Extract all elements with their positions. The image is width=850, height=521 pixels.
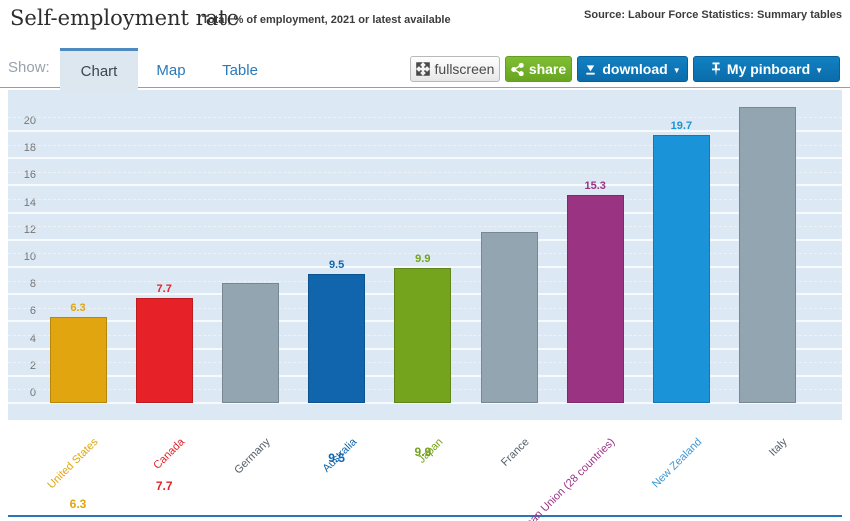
gridline-dotted-19	[8, 144, 842, 146]
bar-value-australia: 9.5	[328, 258, 345, 271]
gridline-14	[8, 211, 842, 214]
xaxis-value-united-states: 6.3	[69, 497, 87, 511]
share-icon	[511, 62, 524, 76]
pin-icon	[710, 62, 722, 77]
xlabel-france: France	[498, 436, 532, 469]
bar-value-european-union-28-countries: 15.3	[584, 179, 606, 192]
show-label: Show:	[8, 59, 50, 76]
gridline-dotted-17	[8, 171, 842, 173]
xlabel-canada: Canada	[150, 436, 187, 472]
xlabel-germany: Germany	[232, 436, 273, 477]
gridline-12	[8, 238, 842, 241]
xlabel-new-zealand: New Zealand	[649, 436, 704, 491]
pinboard-label: My pinboard	[726, 61, 811, 77]
tab-table[interactable]: Table	[204, 48, 276, 92]
bar-value-canada: 7.7	[156, 283, 172, 296]
bar-value-japan: 9.9	[415, 253, 431, 266]
bar-australia[interactable]	[308, 273, 366, 403]
ytick-12: 12	[23, 223, 36, 236]
tab-chart[interactable]: Chart	[60, 48, 138, 92]
share-button[interactable]: share	[505, 56, 572, 82]
xaxis-value-canada: 7.7	[155, 479, 173, 493]
page-title: Self-employment rate	[10, 6, 240, 30]
ytick-16: 16	[23, 169, 36, 182]
gridline-10	[8, 266, 842, 268]
bar-value-united-states: 6.3	[70, 302, 86, 315]
bar-european-union-28-countries[interactable]	[566, 194, 624, 403]
bar-italy[interactable]	[739, 106, 797, 403]
gridline-18	[8, 157, 842, 160]
tab-map-label: Map	[156, 61, 186, 79]
gridline-dotted-21	[8, 117, 842, 119]
source-text: Source: Labour Force Statistics: Summary…	[584, 9, 842, 21]
xlabel-italy: Italy	[767, 436, 791, 459]
bar-japan[interactable]	[394, 268, 452, 403]
toolbar-divider	[0, 87, 850, 88]
bar-united-states[interactable]	[49, 317, 107, 403]
tab-map[interactable]: Map	[138, 48, 204, 92]
ytick-6: 6	[29, 305, 36, 318]
ytick-14: 14	[23, 196, 36, 209]
ytick-2: 2	[29, 359, 36, 372]
download-button[interactable]: download ▼	[577, 56, 688, 82]
gridline-dotted-15	[8, 199, 842, 200]
share-label: share	[528, 61, 567, 77]
bar-france[interactable]	[480, 231, 538, 403]
page-header: Self-employment rate Total, % of employm…	[0, 0, 850, 48]
pinboard-button[interactable]: My pinboard ▼	[693, 56, 840, 82]
xaxis-value-australia: 9.5	[328, 451, 345, 465]
gridline-dotted-11	[8, 253, 842, 255]
ytick-10: 10	[23, 251, 36, 263]
ytick-0: 0	[29, 387, 36, 399]
fullscreen-button[interactable]: fullscreen	[410, 56, 500, 82]
bar-new-zealand[interactable]	[652, 135, 710, 403]
xaxis-labels: United States Canada Germany Australia Japan…	[0, 420, 850, 521]
tab-table-label: Table	[222, 61, 258, 79]
ytick-8: 8	[29, 278, 36, 291]
xlabel-united-states: United States	[45, 436, 101, 492]
gridline-0	[8, 402, 842, 404]
gridline-16	[8, 184, 842, 187]
bar-germany[interactable]	[221, 283, 279, 403]
page-subtitle: Total, % of employment, 2021 or latest a…	[202, 14, 451, 26]
bar-canada[interactable]	[135, 298, 193, 403]
download-icon	[584, 63, 597, 76]
gridline-20	[8, 130, 842, 132]
ytick-20: 20	[23, 115, 36, 127]
xaxis-value-japan: 9.9	[414, 445, 432, 459]
ytick-18: 18	[23, 142, 36, 155]
pinboard-caret-icon: ▼	[815, 65, 824, 75]
fullscreen-label: fullscreen	[434, 61, 495, 77]
download-label: download	[602, 61, 668, 77]
toolbar: Show: Chart Map Table fullscreen	[0, 48, 850, 92]
plot-area: 0 2 4 6 8 10 12 14 16 18 20 6.3 7.7 9.5 9.9 15.3 19.7	[8, 90, 842, 420]
tab-chart-label: Chart	[80, 63, 118, 80]
fullscreen-icon	[415, 62, 430, 76]
bottom-rule	[8, 515, 842, 517]
gridline-dotted-13	[8, 226, 842, 228]
ytick-4: 4	[29, 332, 36, 345]
download-caret-icon: ▼	[672, 65, 681, 75]
bar-value-new-zealand: 19.7	[670, 120, 693, 133]
